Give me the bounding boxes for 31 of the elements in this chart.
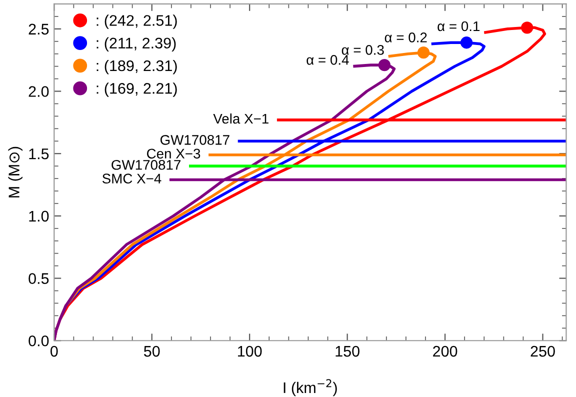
legend-label: : (211, 2.39) bbox=[96, 37, 176, 52]
series-label: SMC X−4 bbox=[102, 174, 162, 184]
series-label: GW170817 bbox=[160, 135, 230, 145]
x-tick-label: 50 bbox=[144, 346, 160, 357]
y-tick-label: 1.5 bbox=[29, 148, 49, 160]
series-label: α = 0.2 bbox=[384, 32, 427, 42]
y-tick-label: 2.0 bbox=[28, 86, 49, 97]
x-tick-label: 100 bbox=[238, 346, 262, 357]
y-tick-label: 0.0 bbox=[28, 335, 49, 346]
series-label: α = 0.4 bbox=[306, 54, 349, 65]
point bbox=[460, 36, 473, 49]
y-tick-label: 1.0 bbox=[29, 210, 49, 222]
x-axis-title: I (km$^{−2}$) bbox=[284, 379, 337, 396]
series-label: Cen X−3 bbox=[146, 148, 200, 159]
x-tick-label: 200 bbox=[433, 346, 458, 357]
x-tick-label: 0 bbox=[50, 346, 58, 357]
legend-label: : (189, 2.31) bbox=[96, 60, 177, 74]
point bbox=[378, 58, 391, 72]
point bbox=[521, 22, 534, 34]
x-tick-label: 150 bbox=[336, 346, 360, 357]
series-label: α = 0.1 bbox=[438, 21, 480, 32]
x-tick-label: 250 bbox=[530, 346, 555, 357]
series-label: α = 0.3 bbox=[342, 45, 384, 55]
point bbox=[417, 46, 430, 59]
series-label: GW170817 bbox=[112, 160, 180, 170]
legend-label: : (242, 2.51) bbox=[96, 14, 177, 29]
y-axis-title: M (M⊙) bbox=[8, 146, 22, 198]
y-tick-label: 2.5 bbox=[28, 24, 49, 35]
y-tick-label: 0.5 bbox=[28, 273, 49, 284]
series-label: Vela X−1 bbox=[213, 113, 268, 124]
legend-label: : (169, 2.21) bbox=[96, 82, 177, 97]
